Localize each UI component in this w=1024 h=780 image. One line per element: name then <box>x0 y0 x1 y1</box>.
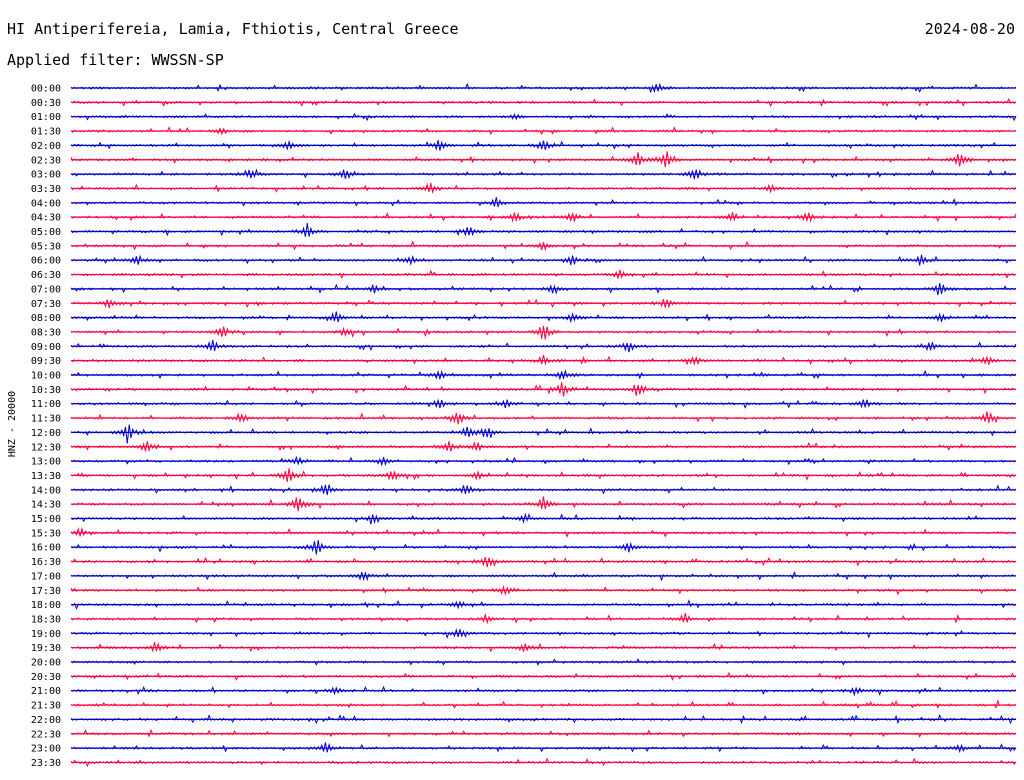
row-time-label: 03:00 <box>31 170 61 181</box>
row-time-label: 01:30 <box>31 127 61 138</box>
row-labels: 00:00 00:30 01:00 01:30 02:00 02:30 03:00 03:30… <box>31 84 61 769</box>
row-time-label: 16:00 <box>31 543 61 554</box>
row-time-label: 06:30 <box>31 270 61 281</box>
row-time-label: 13:00 <box>31 457 61 468</box>
y-axis-label: HNZ - 20000 <box>7 391 18 457</box>
row-time-label: 08:00 <box>31 313 61 324</box>
trace-row <box>70 311 1017 324</box>
row-time-label: 06:00 <box>31 256 61 267</box>
row-time-label: 23:00 <box>31 744 61 755</box>
filter-line: Applied filter: WWSSN-SP <box>7 51 224 69</box>
row-time-label: 04:00 <box>31 198 61 209</box>
row-time-label: 23:30 <box>31 758 61 769</box>
trace-row <box>70 641 1017 653</box>
row-time-label: 19:00 <box>31 629 61 640</box>
row-time-label: 15:00 <box>31 514 61 525</box>
filter-label: Applied filter: <box>7 51 143 69</box>
row-time-label: 21:30 <box>31 701 61 712</box>
row-time-label: 07:30 <box>31 299 61 310</box>
row-time-label: 01:00 <box>31 112 61 123</box>
trace-row <box>70 197 1017 208</box>
row-time-label: 11:00 <box>31 399 61 410</box>
row-time-label: 11:30 <box>31 414 61 425</box>
row-time-label: 16:30 <box>31 557 61 568</box>
trace-row <box>70 699 1017 709</box>
row-time-label: 09:30 <box>31 356 61 367</box>
row-time-label: 05:30 <box>31 241 61 252</box>
row-time-label: 17:30 <box>31 586 61 597</box>
row-time-label: 07:00 <box>31 284 61 295</box>
row-time-label: 09:00 <box>31 342 61 353</box>
trace-row <box>70 182 1017 195</box>
row-time-label: 15:30 <box>31 528 61 539</box>
row-time-label: 12:30 <box>31 442 61 453</box>
row-time-label: 03:30 <box>31 184 61 195</box>
trace-row <box>70 512 1017 525</box>
row-time-label: 20:00 <box>31 658 61 669</box>
row-time-label: 18:30 <box>31 614 61 625</box>
y-axis-label-group: HNZ - 20000 <box>7 391 18 457</box>
row-time-label: 18:00 <box>31 600 61 611</box>
trace-row <box>70 222 1017 237</box>
trace-row <box>70 354 1017 366</box>
row-time-label: 02:00 <box>31 141 61 152</box>
row-time-label: 22:00 <box>31 715 61 726</box>
row-time-label: 04:30 <box>31 213 61 224</box>
row-time-label: 08:30 <box>31 327 61 338</box>
row-time-label: 17:00 <box>31 571 61 582</box>
row-time-label: 02:30 <box>31 155 61 166</box>
row-time-label: 10:30 <box>31 385 61 396</box>
row-time-label: 10:00 <box>31 371 61 382</box>
row-time-label: 00:00 <box>31 84 61 95</box>
station-title: HI Antiperifereia, Lamia, Fthiotis, Cent… <box>7 20 459 38</box>
trace-row <box>70 612 1017 625</box>
row-time-label: 20:30 <box>31 672 61 683</box>
row-time-label: 00:30 <box>31 98 61 109</box>
row-time-label: 05:00 <box>31 227 61 238</box>
trace-row <box>70 742 1017 754</box>
row-time-label: 14:00 <box>31 485 61 496</box>
row-time-label: 21:00 <box>31 686 61 697</box>
filter-value: WWSSN-SP <box>151 51 224 69</box>
row-time-label: 12:00 <box>31 428 61 439</box>
row-time-label: 22:30 <box>31 729 61 740</box>
row-time-label: 19:30 <box>31 643 61 654</box>
row-time-label: 14:30 <box>31 500 61 511</box>
trace-row <box>70 325 1017 340</box>
seismic-traces <box>70 82 1017 768</box>
row-time-label: 13:30 <box>31 471 61 482</box>
plot-date: 2024-08-20 <box>924 20 1015 38</box>
trace-row <box>70 424 1017 444</box>
